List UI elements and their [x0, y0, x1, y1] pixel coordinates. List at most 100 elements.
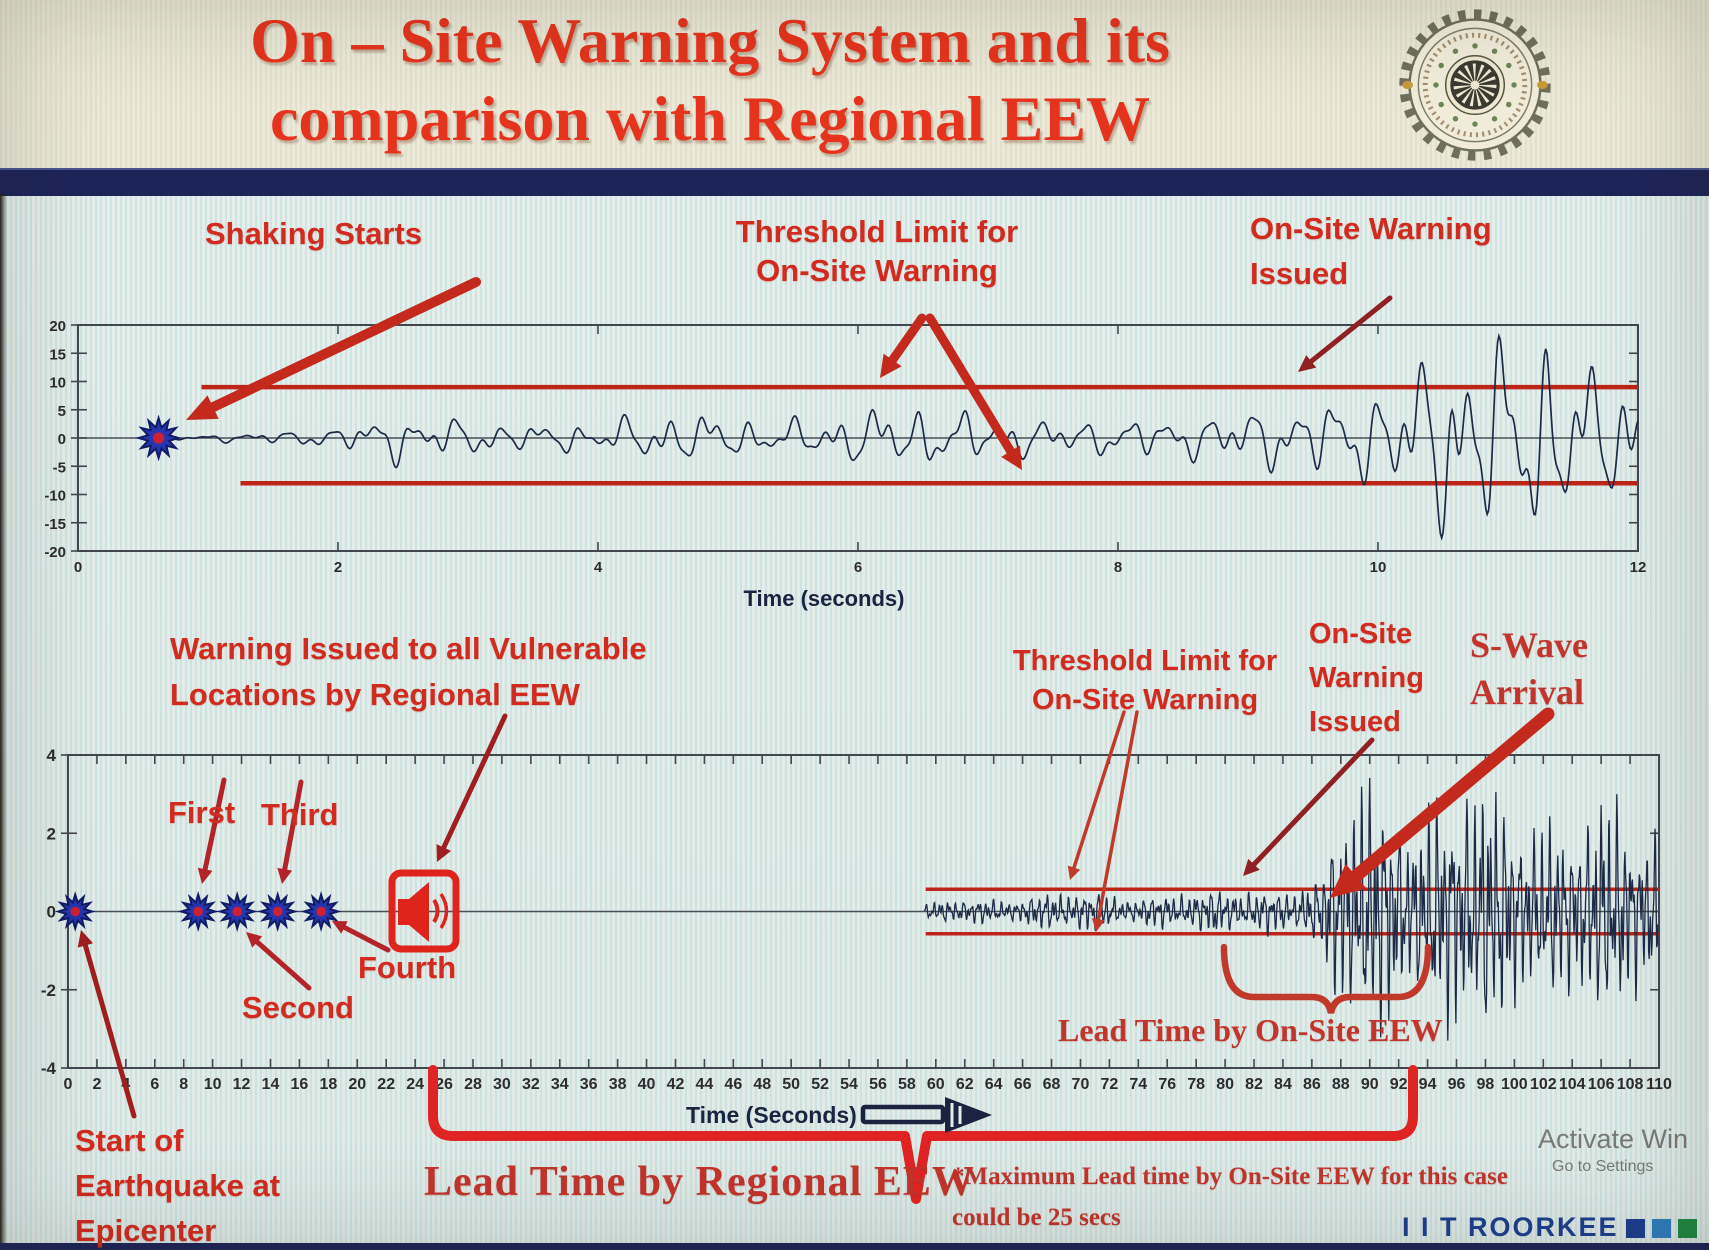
- svg-text:-2: -2: [41, 981, 56, 1000]
- second-warning-label: Second: [242, 990, 354, 1025]
- svg-text:34: 34: [551, 1076, 569, 1093]
- svg-text:84: 84: [1274, 1076, 1292, 1093]
- svg-text:2: 2: [334, 559, 342, 576]
- svg-text:30: 30: [493, 1076, 511, 1093]
- go-to-settings-watermark: Go to Settings: [1552, 1158, 1654, 1175]
- svg-text:0: 0: [58, 431, 66, 448]
- bottom-chart-waveform: [923, 777, 1659, 1041]
- svg-text:38: 38: [609, 1076, 627, 1093]
- svg-text:6: 6: [150, 1076, 159, 1093]
- bottom-threshold-limit-label: Threshold Limit for On-Site Warning: [1012, 645, 1278, 716]
- svg-text:12: 12: [1630, 559, 1647, 576]
- svg-text:28: 28: [464, 1076, 482, 1093]
- svg-text:20: 20: [49, 318, 66, 335]
- third-warning-label: Third: [261, 797, 339, 832]
- svg-text:60: 60: [927, 1076, 945, 1093]
- svg-text:90: 90: [1361, 1076, 1379, 1093]
- svg-text:2: 2: [47, 824, 56, 843]
- svg-text:42: 42: [667, 1076, 685, 1093]
- svg-text:-20: -20: [44, 544, 66, 561]
- svg-text:100: 100: [1501, 1076, 1528, 1093]
- iit-roorkee-wordmark: I I T ROORKEE: [1402, 1212, 1619, 1242]
- title-line-1: On – Site Warning System and its: [250, 5, 1170, 76]
- time-direction-arrow-icon: [860, 1097, 992, 1133]
- svg-text:18: 18: [319, 1076, 337, 1093]
- page-title: On – Site Warning System and its compari…: [55, 2, 1365, 158]
- svg-text:10: 10: [49, 375, 66, 392]
- svg-text:12: 12: [233, 1076, 251, 1093]
- svg-text:48: 48: [753, 1076, 771, 1093]
- title-band: On – Site Warning System and its compari…: [0, 0, 1709, 168]
- svg-text:78: 78: [1187, 1076, 1205, 1093]
- svg-text:4: 4: [594, 559, 603, 576]
- s-wave-arrival-label: S-Wave Arrival: [1470, 625, 1589, 712]
- svg-text:-4: -4: [41, 1059, 57, 1078]
- svg-text:4: 4: [47, 746, 57, 765]
- lead-time-regional-label: Lead Time by Regional EEW: [424, 1159, 975, 1205]
- footer-square-2: [1651, 1219, 1671, 1238]
- footer-square-3: [1677, 1219, 1697, 1238]
- svg-text:-5: -5: [53, 459, 66, 476]
- svg-text:15: 15: [49, 346, 66, 363]
- start-of-earthquake-label: Start of Earthquake at Epicenter: [75, 1123, 281, 1248]
- fourth-warning-label: Fourth: [358, 950, 457, 985]
- svg-text:72: 72: [1100, 1076, 1118, 1093]
- svg-text:80: 80: [1216, 1076, 1234, 1093]
- svg-text:66: 66: [1014, 1076, 1032, 1093]
- svg-text:82: 82: [1245, 1076, 1263, 1093]
- regional-warning-speaker-icon: [388, 869, 460, 953]
- svg-text:14: 14: [262, 1076, 280, 1093]
- title-line-2: comparison with Regional EEW: [269, 83, 1151, 154]
- svg-text:64: 64: [985, 1076, 1003, 1093]
- svg-text:86: 86: [1303, 1076, 1321, 1093]
- bottom-warning-issued-label: On-Site Warning Issued: [1309, 618, 1424, 738]
- svg-text:54: 54: [840, 1076, 858, 1093]
- top-chart-xlabel: Time (seconds): [743, 586, 905, 611]
- lead-time-onsite-label: Lead Time by On-Site EEW: [1058, 1012, 1443, 1048]
- lead-time-onsite-brace: [1220, 943, 1432, 1014]
- svg-text:58: 58: [898, 1076, 916, 1093]
- svg-text:8: 8: [1114, 559, 1122, 576]
- bottom-edge-bar: [0, 1243, 1709, 1250]
- svg-text:88: 88: [1332, 1076, 1350, 1093]
- svg-text:74: 74: [1129, 1076, 1147, 1093]
- iit-roorkee-logo-icon: [1399, 9, 1551, 161]
- svg-text:68: 68: [1043, 1076, 1061, 1093]
- svg-text:20: 20: [348, 1076, 366, 1093]
- svg-text:-15: -15: [44, 516, 66, 533]
- svg-text:50: 50: [782, 1076, 800, 1093]
- footer-square-1: [1625, 1219, 1645, 1238]
- top-warning-issued-label: On-Site Warning Issued: [1250, 211, 1492, 291]
- svg-text:24: 24: [406, 1076, 424, 1093]
- svg-text:70: 70: [1072, 1076, 1090, 1093]
- svg-text:10: 10: [1370, 559, 1387, 576]
- shaking-starts-label: Shaking Starts: [205, 216, 423, 251]
- svg-text:62: 62: [956, 1076, 974, 1093]
- top-chart-arrows: [186, 277, 1393, 470]
- iit-roorkee-footer: I I T ROORKEE: [1402, 1212, 1697, 1243]
- first-warning-label: First: [168, 795, 236, 830]
- svg-text:44: 44: [696, 1076, 714, 1093]
- svg-text:0: 0: [47, 903, 56, 922]
- divider-bar: [0, 168, 1709, 196]
- svg-text:108: 108: [1617, 1076, 1644, 1093]
- svg-text:0: 0: [64, 1076, 73, 1093]
- svg-text:4: 4: [121, 1076, 130, 1093]
- svg-text:92: 92: [1390, 1076, 1408, 1093]
- svg-text:52: 52: [811, 1076, 829, 1093]
- svg-text:104: 104: [1559, 1076, 1586, 1093]
- svg-text:0: 0: [74, 559, 82, 576]
- activate-windows-watermark: Activate Win: [1538, 1124, 1689, 1154]
- svg-text:102: 102: [1530, 1076, 1557, 1093]
- svg-text:-10: -10: [44, 488, 66, 505]
- svg-text:6: 6: [854, 559, 862, 576]
- svg-text:46: 46: [724, 1076, 742, 1093]
- svg-text:5: 5: [58, 403, 66, 420]
- svg-text:94: 94: [1419, 1076, 1437, 1093]
- svg-text:76: 76: [1158, 1076, 1176, 1093]
- svg-text:8: 8: [179, 1076, 188, 1093]
- top-threshold-limit-label: Threshold Limit for On-Site Warning: [735, 214, 1019, 288]
- svg-text:106: 106: [1588, 1076, 1615, 1093]
- svg-text:10: 10: [204, 1076, 222, 1093]
- screen-edge-shadow: [0, 194, 7, 1250]
